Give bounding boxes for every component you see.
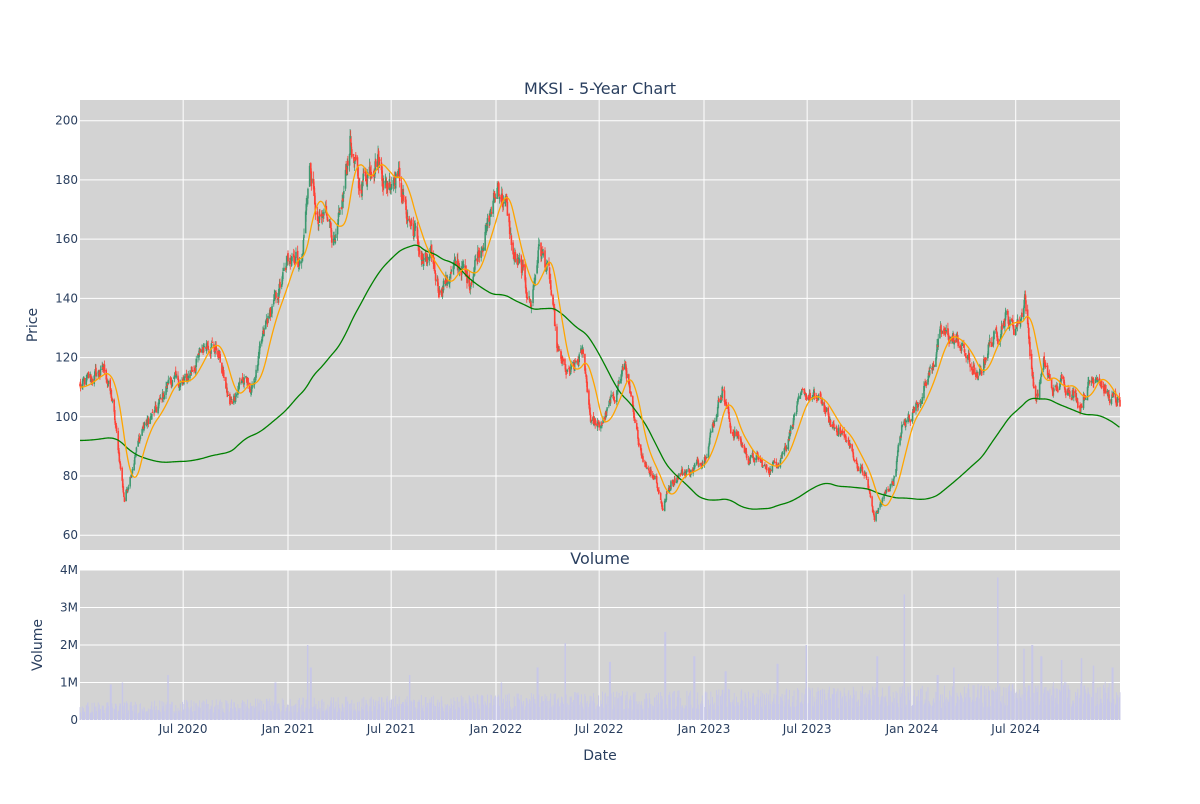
volume-title: Volume: [570, 549, 630, 568]
volume-tick-label: 0: [70, 713, 78, 727]
price-panel: [80, 100, 1120, 550]
price-tick-label: 80: [63, 469, 78, 483]
volume-tick-label: 1M: [60, 676, 78, 690]
moving-average-short: [79, 164, 1120, 507]
x-tick-label: Jan 2021: [261, 722, 315, 736]
volume-axis-title: Volume: [30, 619, 46, 671]
volume-tick-label: 2M: [60, 638, 78, 652]
x-tick-label: Jul 2021: [366, 722, 416, 736]
grid-lines: [80, 100, 1120, 721]
moving-averages: [79, 164, 1120, 510]
price-tick-label: 160: [55, 232, 78, 246]
volume-tick-label: 4M: [60, 563, 78, 577]
price-axis-title: Price: [25, 308, 41, 342]
price-tick-label: 200: [55, 114, 78, 128]
price-tick-label: 180: [55, 173, 78, 187]
moving-average-long: [79, 244, 1120, 510]
price-tick-label: 120: [55, 351, 78, 365]
price-tick-label: 60: [63, 528, 78, 542]
volume-bars: [79, 577, 1121, 720]
price-tick-label: 100: [55, 410, 78, 424]
chart-title: MKSI - 5-Year Chart: [524, 79, 676, 98]
x-tick-label: Jan 2022: [469, 722, 523, 736]
tick-labels: 60 80 100 120 140 160 180 200 0 1M 2M 3M 4M Jul 2020 J…: [55, 114, 1040, 736]
x-tick-label: Jan 2023: [677, 722, 731, 736]
x-tick-label: Jul 2023: [782, 722, 832, 736]
x-tick-label: Jul 2024: [990, 722, 1040, 736]
volume-tick-label: 3M: [60, 601, 78, 615]
price-tick-label: 140: [55, 291, 78, 305]
x-tick-label: Jul 2022: [574, 722, 624, 736]
x-tick-label: Jan 2024: [885, 722, 939, 736]
volume-bar-series: [79, 577, 1121, 720]
x-axis-title: Date: [583, 748, 616, 764]
x-tick-label: Jul 2020: [158, 722, 208, 736]
